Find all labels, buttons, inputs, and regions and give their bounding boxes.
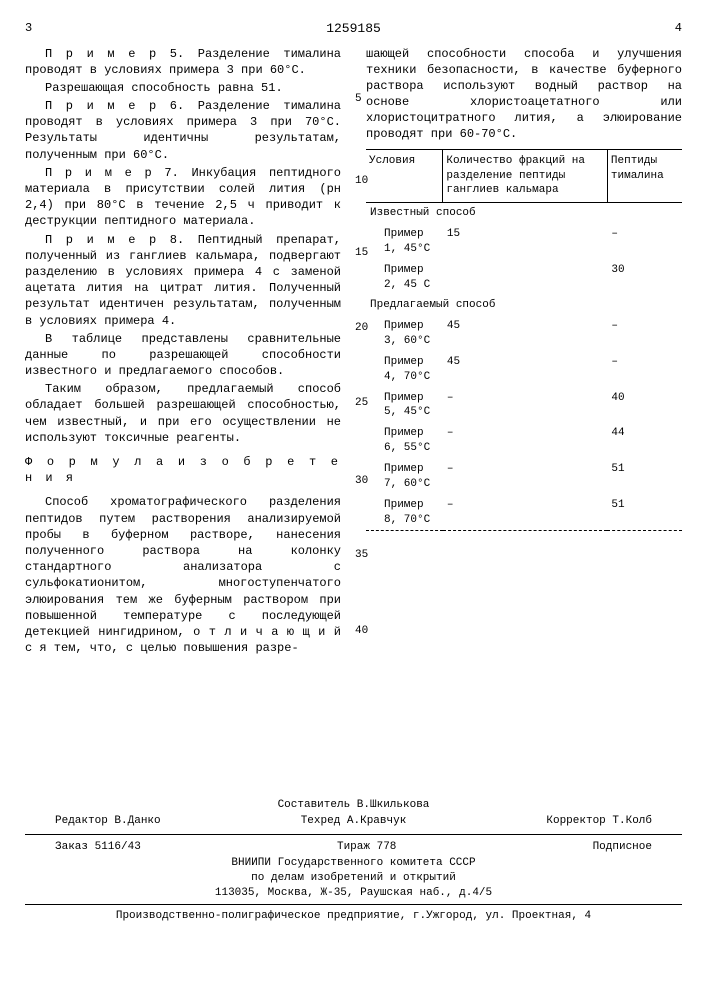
table-cell: – bbox=[607, 352, 682, 388]
table-cell: – bbox=[443, 423, 608, 459]
table-section: Известный способ bbox=[366, 203, 682, 224]
table-row: Пример 6, 55°С – 44 bbox=[366, 423, 682, 459]
table-row: Пример 5, 45°С – 40 bbox=[366, 388, 682, 424]
table-cell: 51 bbox=[607, 459, 682, 495]
table-row: Пример 3, 60°С 45 – bbox=[366, 316, 682, 352]
table-row: Пример 8, 70°С – 51 bbox=[366, 495, 682, 531]
paragraph: П р и м е р 8. Пептидный препарат, получ… bbox=[25, 232, 341, 329]
footer-sub: Подписное bbox=[593, 840, 652, 855]
table-row: Пример 1, 45°С 15 – bbox=[366, 224, 682, 260]
footer-printer: Производственно-полиграфическое предприя… bbox=[25, 909, 682, 924]
paragraph: В таблице представлены сравнительные дан… bbox=[25, 331, 341, 380]
table-cell: Пример 8, 70°С bbox=[366, 495, 443, 531]
table-header: Пептиды тималина bbox=[607, 149, 682, 203]
table-header: Количество фракций на разделение пептиды… bbox=[443, 149, 608, 203]
paragraph: П р и м е р 5. Разделение тималина прово… bbox=[25, 46, 341, 78]
table-cell: 30 bbox=[607, 260, 682, 296]
footer-editor: Редактор В.Данко bbox=[55, 814, 161, 829]
page-num-left: 3 bbox=[25, 20, 32, 38]
formula-heading: Ф о р м у л а и з о б р е т е н и я bbox=[25, 454, 341, 486]
table-cell: 44 bbox=[607, 423, 682, 459]
table-cell: 40 bbox=[607, 388, 682, 424]
left-column: 5 10 15 20 25 30 35 40 П р и м е р 5. Ра… bbox=[25, 46, 341, 659]
paragraph: П р и м е р 6. Разделение тималина прово… bbox=[25, 98, 341, 163]
table-cell: Пример 6, 55°С bbox=[366, 423, 443, 459]
table-cell: 45 bbox=[443, 316, 608, 352]
table-cell: – bbox=[443, 459, 608, 495]
footer-org1: ВНИИПИ Государственного комитета СССР bbox=[25, 856, 682, 871]
table-cell: 45 bbox=[443, 352, 608, 388]
paragraph: Таким образом, предлагаемый способ облад… bbox=[25, 381, 341, 446]
paragraph: Способ хроматографического разделения пе… bbox=[25, 494, 341, 656]
table-row: Пример 7, 60°С – 51 bbox=[366, 459, 682, 495]
paragraph: П р и м е р 7. Инкубация пептидного мате… bbox=[25, 165, 341, 230]
paragraph: шающей способности способа и улучшения т… bbox=[366, 46, 682, 143]
table-cell: – bbox=[443, 495, 608, 531]
footer-compiler: Составитель В.Шкилькова bbox=[25, 798, 682, 813]
table-cell: Пример 3, 60°С bbox=[366, 316, 443, 352]
line-number: 5 bbox=[355, 92, 362, 107]
footer-block: Составитель В.Шкилькова Редактор В.Данко… bbox=[25, 798, 682, 924]
page-num-right: 4 bbox=[675, 20, 682, 38]
table-cell: Пример 1, 45°С bbox=[366, 224, 443, 260]
table-header: Условия bbox=[366, 149, 443, 203]
two-column-body: 5 10 15 20 25 30 35 40 П р и м е р 5. Ра… bbox=[25, 46, 682, 659]
table-row: Пример 2, 45 С 30 bbox=[366, 260, 682, 296]
table-cell: 51 bbox=[607, 495, 682, 531]
right-column: шающей способности способа и улучшения т… bbox=[366, 46, 682, 659]
table-cell: Пример 7, 60°С bbox=[366, 459, 443, 495]
table-cell: 15 bbox=[443, 224, 608, 260]
footer-addr: 113035, Москва, Ж-35, Раушская наб., д.4… bbox=[25, 886, 682, 901]
document-number: 1259185 bbox=[326, 20, 381, 38]
table-cell: – bbox=[607, 316, 682, 352]
footer-order: Заказ 5116/43 bbox=[55, 840, 141, 855]
table-cell: – bbox=[607, 224, 682, 260]
results-table: Условия Количество фракций на разделение… bbox=[366, 149, 682, 532]
table-row: Пример 4, 70°С 45 – bbox=[366, 352, 682, 388]
table-section: Предлагаемый способ bbox=[366, 295, 682, 316]
table-cell: Пример 5, 45°С bbox=[366, 388, 443, 424]
page-header: 3 1259185 4 bbox=[25, 20, 682, 38]
table-cell: Пример 2, 45 С bbox=[366, 260, 443, 296]
table-cell: Пример 4, 70°С bbox=[366, 352, 443, 388]
table-cell bbox=[443, 260, 608, 296]
footer-tech: Техред А.Кравчук bbox=[301, 814, 407, 829]
footer-corrector: Корректор Т.Колб bbox=[546, 814, 652, 829]
footer-org2: по делам изобретений и открытий bbox=[25, 871, 682, 886]
table-cell: – bbox=[443, 388, 608, 424]
footer-circ: Тираж 778 bbox=[337, 840, 396, 855]
paragraph: Разрешающая способность равна 51. bbox=[25, 80, 341, 96]
